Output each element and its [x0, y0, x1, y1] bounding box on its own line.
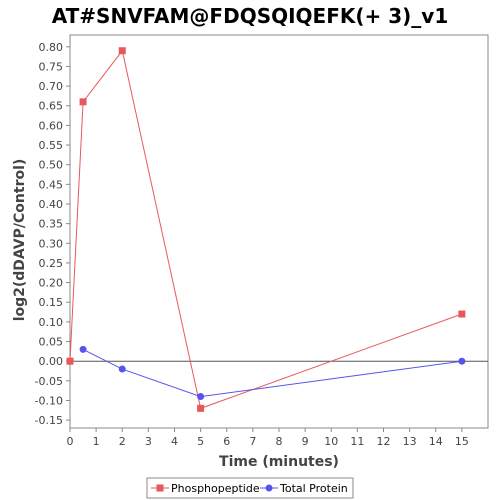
x-tick-label: 4	[171, 435, 178, 448]
legend: Phosphopeptide Total Protein	[146, 477, 354, 499]
y-tick-label: 0.55	[39, 139, 64, 152]
y-tick-label: 0.75	[39, 60, 64, 73]
y-tick-label: 0.50	[39, 159, 64, 172]
y-tick-label: 0.45	[39, 178, 64, 191]
x-axis-label: Time (minutes)	[219, 454, 339, 470]
x-tick-label: 13	[403, 435, 417, 448]
series-line-2	[82, 348, 462, 398]
x-tick-label: 5	[197, 435, 204, 448]
x-tick-label: 0	[67, 435, 74, 448]
data-point-1	[118, 47, 126, 55]
x-tick-label: 12	[377, 435, 391, 448]
x-tick-label: 15	[455, 435, 469, 448]
x-tick-label: 6	[223, 435, 230, 448]
y-tick-label: 0.80	[39, 41, 64, 54]
y-tick-label: 0.65	[39, 100, 64, 113]
legend-box	[146, 477, 354, 499]
x-tick-label: 8	[276, 435, 283, 448]
y-tick-label: -0.15	[35, 414, 63, 427]
y-tick-label: 0.40	[39, 198, 64, 211]
y-tick-label: 0.00	[39, 355, 64, 368]
y-tick-label: 0.05	[39, 336, 64, 349]
y-tick-label: 0.15	[39, 296, 64, 309]
data-point-2	[197, 393, 205, 401]
y-tick-label: 0.25	[39, 257, 64, 270]
data-point-1	[66, 357, 74, 365]
data-point-2	[118, 365, 126, 373]
y-axis-label: log2(dDAVP/Control)	[12, 159, 28, 322]
data-point-2	[79, 345, 87, 353]
x-tick-label: 14	[429, 435, 443, 448]
legend-label-2: Total Protein	[279, 482, 348, 495]
legend-label-1: Phosphopeptide	[171, 482, 260, 495]
y-tick-label: -0.10	[35, 394, 63, 407]
y-tick-label: 0.70	[39, 80, 64, 93]
y-tick-label: 0.60	[39, 119, 64, 132]
data-point-2	[458, 357, 466, 365]
x-tick-label: 10	[324, 435, 338, 448]
y-tick-label: 0.35	[39, 218, 64, 231]
plot-frame	[69, 34, 489, 429]
legend-marker-1	[156, 484, 164, 492]
x-tick-label: 9	[302, 435, 309, 448]
x-tick-label: 3	[145, 435, 152, 448]
y-tick-label: -0.05	[35, 375, 63, 388]
x-tick-label: 1	[93, 435, 100, 448]
data-point-1	[458, 310, 466, 318]
y-tick-label: 0.10	[39, 316, 64, 329]
data-point-1	[79, 98, 87, 106]
x-tick-label: 11	[350, 435, 364, 448]
x-tick-label: 2	[119, 435, 126, 448]
y-tick-label: 0.20	[39, 277, 64, 290]
chart-title: AT#SNVFAM@FDQSQIQEFK(+ 3)_v1	[52, 4, 449, 28]
legend-marker-2	[265, 484, 273, 492]
data-point-1	[197, 404, 205, 412]
x-tick-label: 7	[249, 435, 256, 448]
y-tick-label: 0.30	[39, 237, 64, 250]
plot-area: -0.15 -0.10 -0.05 0.00 0.05 0.10 0.15 0.20 0.25 0…	[35, 34, 489, 448]
